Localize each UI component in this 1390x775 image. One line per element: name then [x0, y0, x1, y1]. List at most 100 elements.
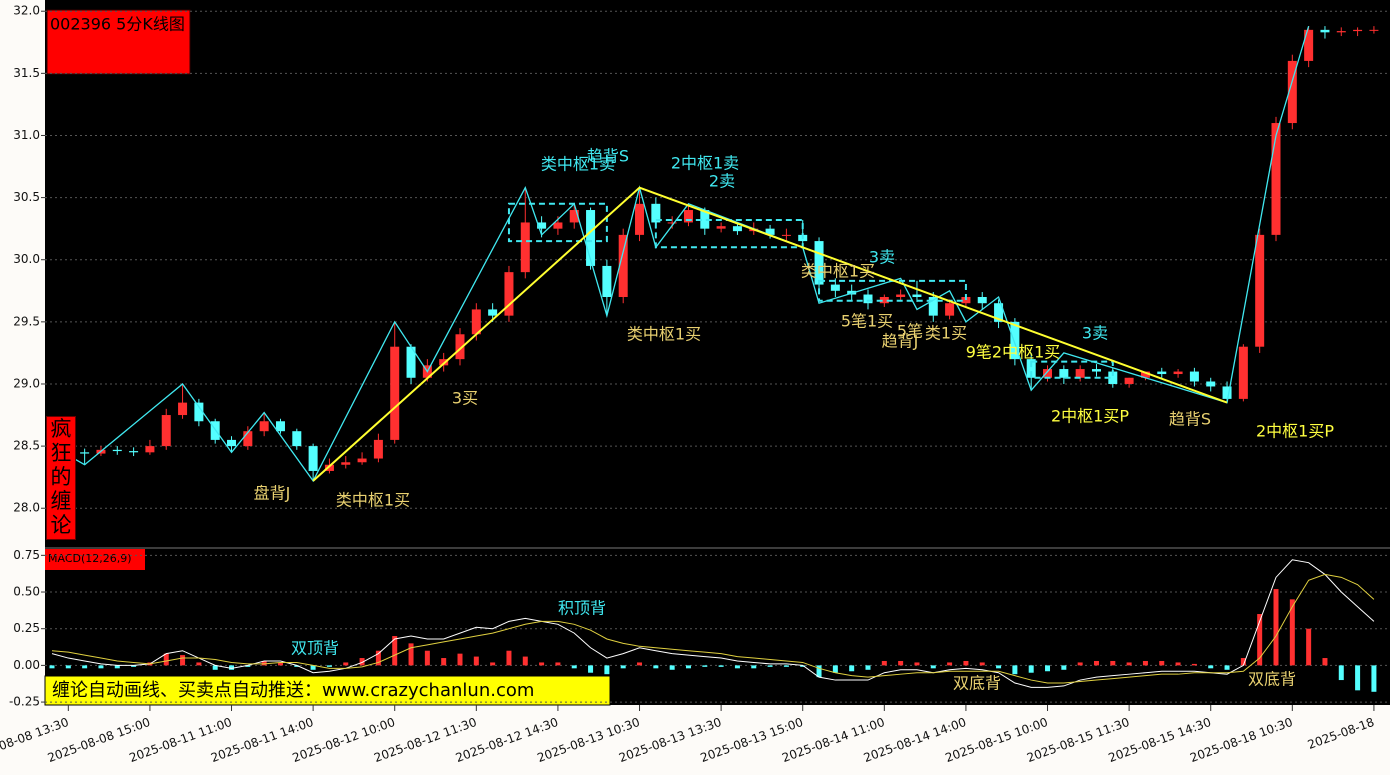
macd-dif [51, 559, 1375, 688]
macd-bar [1077, 662, 1083, 666]
candle-body [129, 451, 139, 453]
macd-bar [408, 643, 414, 666]
macd-bar [1338, 665, 1344, 681]
macd-bar [1371, 665, 1377, 692]
macd-bar [1045, 665, 1051, 672]
macd-bar [229, 665, 235, 670]
annotation: 9笔2中枢1买 [966, 343, 1061, 362]
candle-body [553, 222, 563, 229]
annotation: 双底背 [1248, 670, 1296, 689]
candle-body [145, 446, 155, 453]
candle-body [994, 303, 1004, 322]
candle-body [1059, 369, 1069, 378]
macd-bar [196, 662, 202, 666]
candle-body [928, 297, 938, 316]
macd-bar [1175, 662, 1181, 666]
candle-body [1173, 371, 1183, 375]
y-tick-label: 29.0 [13, 376, 40, 390]
macd-bar [326, 665, 332, 667]
macd-bar [212, 665, 218, 670]
zhongshu-box [1030, 360, 1114, 379]
macd-bar [881, 660, 887, 666]
macd-bar [832, 665, 838, 673]
macd-bar [800, 665, 806, 667]
annotation: 盘背J [254, 484, 291, 503]
macd-bar [685, 665, 691, 669]
macd-bar [65, 665, 71, 669]
candle-body [1140, 371, 1150, 378]
candle-body [488, 309, 498, 316]
macd-bar [1289, 599, 1295, 666]
annotation: 5笔1买 [841, 312, 893, 331]
annotation: 3卖 [1082, 324, 1108, 343]
candle-body [814, 241, 824, 285]
candle-body [471, 309, 481, 335]
candle-body [1157, 371, 1167, 375]
macd-title: MACD(12,26,9) [48, 552, 132, 565]
candle-body [292, 431, 302, 447]
candle-body [1222, 386, 1232, 399]
candle-body [112, 449, 122, 452]
annotation: 类中枢1买 [336, 491, 410, 510]
candle-body [667, 222, 677, 224]
macd-bar [1142, 660, 1148, 666]
macd-bar [816, 665, 822, 678]
macd-bar [702, 665, 708, 667]
macd-bar [539, 662, 545, 666]
candle-body [439, 359, 449, 366]
candle-body [80, 452, 90, 454]
macd-bar [620, 665, 626, 669]
macd-bar [669, 665, 675, 670]
chart-title: 002396 5分K线图 [50, 15, 185, 34]
macd-dea [51, 573, 1375, 684]
candle-body [537, 222, 547, 229]
candle-body [259, 421, 269, 432]
annotation: 积顶背 [558, 599, 606, 618]
macd-bar [1012, 665, 1018, 675]
candle-body [1304, 29, 1314, 61]
macd-bar [571, 665, 577, 669]
macd-bar [82, 665, 88, 669]
macd-bar [294, 665, 300, 667]
candle-body [716, 226, 726, 229]
candle-body [357, 458, 367, 463]
annotation: 2中枢1买P [1256, 422, 1334, 441]
annotation: 3买 [452, 389, 478, 408]
macd-tick-label: 0.25 [13, 621, 40, 635]
macd-bar [783, 665, 789, 667]
macd-bar [604, 665, 610, 675]
y-tick-label: 29.5 [13, 314, 40, 328]
y-tick-label: 31.5 [13, 66, 40, 80]
candle-body [830, 284, 840, 291]
macd-bar [963, 660, 969, 666]
candle-body [683, 210, 693, 223]
banner: 缠论自动画线、买卖点自动推送：www.crazychanlun.com [52, 680, 534, 701]
candle-body [194, 402, 204, 422]
macd-bar [979, 662, 985, 666]
trend-segment [312, 186, 1228, 482]
banner-box [44, 675, 611, 706]
annotation: 3卖 [869, 248, 895, 267]
candle-body [1010, 321, 1020, 360]
macd-bar [1322, 658, 1328, 666]
macd-bar [1159, 660, 1165, 666]
x-tick-label: 2025-08-18 [1306, 715, 1376, 752]
candle-body [1336, 31, 1346, 33]
candle-body [1320, 29, 1330, 33]
candle-body [1287, 60, 1297, 124]
macd-bar [637, 662, 643, 666]
macd-bar [849, 665, 855, 672]
macd-bar [1028, 665, 1034, 673]
macd-bar [522, 656, 528, 666]
macd-bar [359, 658, 365, 666]
macd-bar [751, 665, 757, 669]
macd-bar [653, 665, 659, 669]
candle-body [1026, 359, 1036, 378]
annotation: 趋背S [587, 147, 629, 166]
macd-bar [457, 653, 463, 666]
candle-body [945, 303, 955, 316]
candle-body [227, 439, 237, 447]
macd-bar [718, 665, 724, 667]
